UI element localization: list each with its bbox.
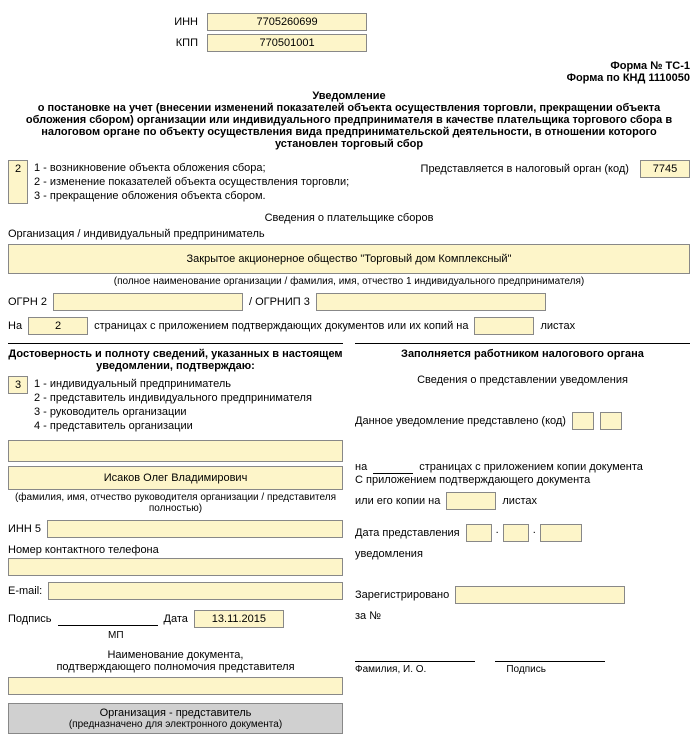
email-label: E-mail: xyxy=(8,585,42,597)
phone-field[interactable] xyxy=(8,558,343,576)
confirm-opt2: 2 - представитель индивидуального предпр… xyxy=(34,392,312,404)
tax-line2a: на xyxy=(355,461,367,473)
inn-label: ИНН xyxy=(8,16,198,28)
tax-line4b: листах xyxy=(502,495,537,507)
tax-code-box2[interactable] xyxy=(600,412,622,430)
confirm-opt1: 1 - индивидуальный предприниматель xyxy=(34,378,312,390)
doc-name-label2: подтверждающего полномочия представителя xyxy=(8,661,343,673)
payer-section-title: Сведения о плательщике сборов xyxy=(8,212,690,224)
pages-mid: страницах с приложением подтверждающих д… xyxy=(94,320,468,332)
ogrnip-label: / ОГРНИП 3 xyxy=(249,296,310,308)
tax-copies-field[interactable] xyxy=(446,492,496,510)
mp-label: МП xyxy=(108,630,343,641)
tax-org-code-field[interactable]: 7745 xyxy=(640,160,690,178)
date-field[interactable]: 13.11.2015 xyxy=(194,610,284,628)
kpp-label: КПП xyxy=(8,37,198,49)
tax-reg-field[interactable] xyxy=(455,586,625,604)
org-rep-label: Организация - представитель xyxy=(15,707,336,719)
ogrn-label: ОГРН 2 xyxy=(8,296,47,308)
pages-field[interactable]: 2 xyxy=(28,317,88,335)
kpp-field[interactable]: 770501001 xyxy=(207,34,367,52)
org-label: Организация / индивидуальный предпринима… xyxy=(8,228,690,240)
org-name-field[interactable]: Закрытое акционерное общество "Торговый … xyxy=(8,244,690,274)
confirm-opt3: 3 - руководитель организации xyxy=(34,406,312,418)
inn5-field[interactable] xyxy=(47,520,343,538)
reason-opt3: 3 - прекращение обложения объекта сбором… xyxy=(34,190,349,202)
tax-fio-line xyxy=(355,648,475,662)
title: Уведомление xyxy=(8,90,690,102)
tax-pages-line xyxy=(373,460,413,474)
fio-note: (фамилия, имя, отчество руководителя орг… xyxy=(8,492,343,514)
tax-sign-label: Подпись xyxy=(506,664,546,675)
tax-sign-line xyxy=(495,648,605,662)
reason-opt1: 1 - возникновение объекта обложения сбор… xyxy=(34,162,349,174)
form-code-2: Форма по КНД 1110050 xyxy=(8,72,690,84)
pages-suffix: листах xyxy=(540,320,575,332)
confirm-code-field[interactable]: 3 xyxy=(8,376,28,394)
fio-field[interactable]: Исаков Олег Владимирович xyxy=(8,466,343,490)
inn5-label: ИНН 5 xyxy=(8,523,41,535)
ogrn-field[interactable] xyxy=(53,293,243,311)
confirm-title: Достоверность и полноту сведений, указан… xyxy=(8,348,343,372)
tax-line2b: страницах с приложением копии документа xyxy=(419,461,643,473)
tax-line1: Данное уведомление представлено (код) xyxy=(355,415,566,427)
tax-fio-label: Фамилия, И. О. xyxy=(355,664,426,675)
sign-line xyxy=(58,612,158,626)
email-field[interactable] xyxy=(48,582,343,600)
tax-sub1: Сведения о представлении уведомления xyxy=(355,374,690,386)
org-rep-note: (предназначено для электронного документ… xyxy=(15,719,336,730)
reason-opt2: 2 - изменение показателей объекта осущес… xyxy=(34,176,349,188)
tax-code-box1[interactable] xyxy=(572,412,594,430)
tax-date-label: Дата представления xyxy=(355,527,460,539)
org-name-note: (полное наименование организации / фамил… xyxy=(8,276,690,287)
form-code-1: Форма № ТС-1 xyxy=(8,60,690,72)
tax-date-group[interactable]: .. xyxy=(466,524,582,542)
copies-field[interactable] xyxy=(474,317,534,335)
tax-reg-label: Зарегистрировано xyxy=(355,589,449,601)
inn-field[interactable]: 7705260699 xyxy=(207,13,367,31)
date-label: Дата xyxy=(164,613,188,625)
tax-org-label: Представляется в налоговый орган (код) xyxy=(421,163,629,175)
tax-title: Заполняется работником налогового органа xyxy=(355,348,690,360)
tax-line5: уведомления xyxy=(355,548,690,560)
doc-name-label: Наименование документа, xyxy=(8,649,343,661)
tax-za-no: за № xyxy=(355,610,690,622)
fio-blank1[interactable] xyxy=(8,440,343,462)
ogrnip-field[interactable] xyxy=(316,293,546,311)
confirm-opt4: 4 - представитель организации xyxy=(34,420,312,432)
doc-name-field[interactable] xyxy=(8,677,343,695)
reason-code-field[interactable]: 2 xyxy=(8,160,28,204)
phone-label: Номер контактного телефона xyxy=(8,544,343,556)
sign-label: Подпись xyxy=(8,613,52,625)
subtitle: о постановке на учет (внесении изменений… xyxy=(8,102,690,150)
tax-line3: С приложением подтверждающего документа xyxy=(355,474,690,486)
tax-line4a: или его копии на xyxy=(355,495,440,507)
pages-prefix: На xyxy=(8,320,22,332)
